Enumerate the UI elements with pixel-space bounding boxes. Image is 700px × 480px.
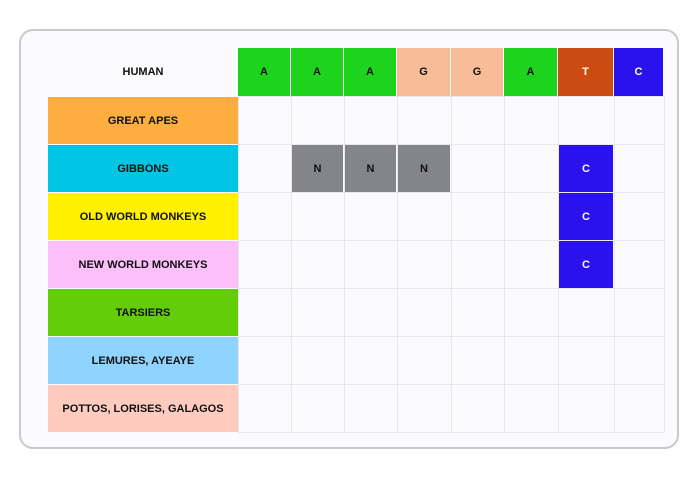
grid-line: [451, 96, 452, 432]
mutation-cell: C: [559, 193, 613, 240]
reference-label: HUMAN: [122, 66, 164, 78]
reference-base-cell: G: [397, 48, 450, 96]
reference-base-cell: A: [238, 48, 290, 96]
grid-line: [291, 96, 292, 432]
group-label-cell: OLD WORLD MONKEYS: [48, 193, 238, 240]
grid-line: [664, 96, 665, 432]
group-label-cell: GIBBONS: [48, 145, 238, 192]
mutation-cell: N: [292, 145, 343, 192]
group-label-cell: NEW WORLD MONKEYS: [48, 241, 238, 288]
group-label-cell: POTTOS, LORISES, GALAGOS: [48, 385, 238, 432]
reference-base-cell: A: [291, 48, 343, 96]
grid-line: [397, 96, 398, 432]
grid-line: [504, 96, 505, 432]
group-label-cell: GREAT APES: [48, 97, 238, 144]
grid-line: [558, 96, 559, 432]
reference-base-cell: G: [451, 48, 503, 96]
mutation-cell: C: [559, 145, 613, 192]
group-label-cell: TARSIERS: [48, 289, 238, 336]
mutation-cell: N: [345, 145, 396, 192]
reference-base-cell: T: [558, 48, 613, 96]
reference-base-cell: C: [614, 48, 663, 96]
grid-line: [238, 432, 664, 433]
grid-line: [344, 96, 345, 432]
grid-line: [238, 96, 239, 432]
group-label-cell: LEMURES, AYEAYE: [48, 337, 238, 384]
mutation-cell: N: [398, 145, 450, 192]
grid-line: [614, 96, 615, 432]
reference-base-cell: A: [344, 48, 396, 96]
reference-base-cell: A: [504, 48, 557, 96]
mutation-cell: C: [559, 241, 613, 288]
